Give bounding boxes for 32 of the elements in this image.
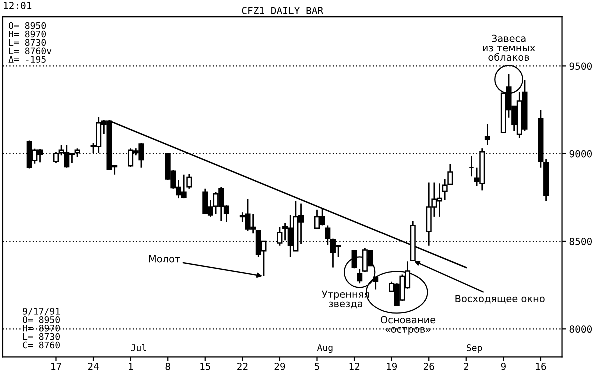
x-tick-label: 26 xyxy=(424,362,434,370)
x-tick-label: 19 xyxy=(387,362,398,370)
candlestick xyxy=(186,173,192,190)
y-tick-label: 9500 xyxy=(570,62,592,70)
candlestick xyxy=(484,123,490,146)
annotation: Завеса из темных облаков xyxy=(483,34,536,62)
x-tick-label: 2 xyxy=(464,362,468,370)
text: 12:01 xyxy=(4,2,32,10)
x-tick-label: 22 xyxy=(238,362,248,370)
x-tick-label: 9 xyxy=(501,362,506,370)
chart-title: CFZ1 DAILY BAR xyxy=(242,7,324,14)
x-tick-label: 5 xyxy=(315,363,320,370)
y-tick-label: 8500 xyxy=(570,238,592,246)
annotation: Восходящее окно xyxy=(456,295,545,304)
x-tick-label: 29 xyxy=(274,362,286,370)
annotation: Jul xyxy=(131,344,146,352)
annotation: Молот xyxy=(149,255,180,263)
x-tick-label: 8 xyxy=(166,362,170,370)
annotation: 9/17/91 O= 8950 H= 8970 L= 8730 C= 8760 xyxy=(23,308,60,349)
annotation: Sep xyxy=(467,344,482,354)
x-tick-label: 15 xyxy=(200,363,210,370)
y-tick-label: 8000 xyxy=(570,326,592,334)
annotation: Основание «остров» xyxy=(380,316,436,335)
x-tick-label: 17 xyxy=(52,363,62,370)
annotation: O= 8950 H= 8970 L= 8730 L= 8760v Δ= -195 xyxy=(8,22,52,63)
x-tick-label: 12 xyxy=(350,362,360,370)
y-tick-label: 9000 xyxy=(570,150,592,158)
x-tick-label: 1 xyxy=(129,363,134,370)
x-tick-label: 16 xyxy=(536,362,546,370)
annotation: Aug xyxy=(317,344,333,354)
candlestick xyxy=(357,268,363,284)
x-tick-label: 24 xyxy=(88,362,99,370)
